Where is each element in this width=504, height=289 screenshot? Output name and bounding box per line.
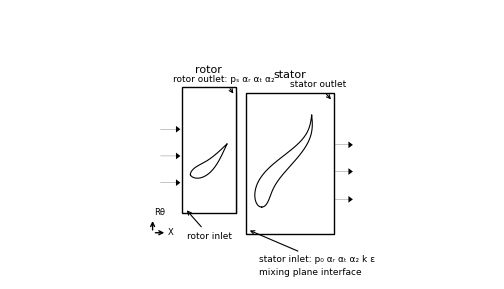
FancyArrow shape [160, 179, 180, 186]
FancyArrow shape [160, 153, 180, 159]
FancyArrow shape [335, 142, 353, 148]
Text: rotor: rotor [196, 65, 222, 75]
Text: Rθ: Rθ [154, 208, 165, 217]
Bar [246, 92, 334, 234]
Text: rotor outlet: pₛ αᵣ αₜ α₂: rotor outlet: pₛ αᵣ αₜ α₂ [173, 75, 274, 92]
Text: rotor inlet: rotor inlet [187, 211, 232, 241]
Text: stator inlet: p₀ αᵣ αₜ α₂ k ε: stator inlet: p₀ αᵣ αₜ α₂ k ε [251, 231, 375, 264]
Text: stator: stator [274, 70, 306, 80]
Bar [181, 87, 236, 213]
FancyArrow shape [160, 126, 180, 133]
Text: X: X [168, 228, 174, 237]
FancyArrow shape [335, 168, 353, 175]
FancyArrow shape [335, 196, 353, 203]
Text: mixing plane interface: mixing plane interface [260, 268, 362, 277]
Text: stator outlet: stator outlet [290, 80, 346, 99]
